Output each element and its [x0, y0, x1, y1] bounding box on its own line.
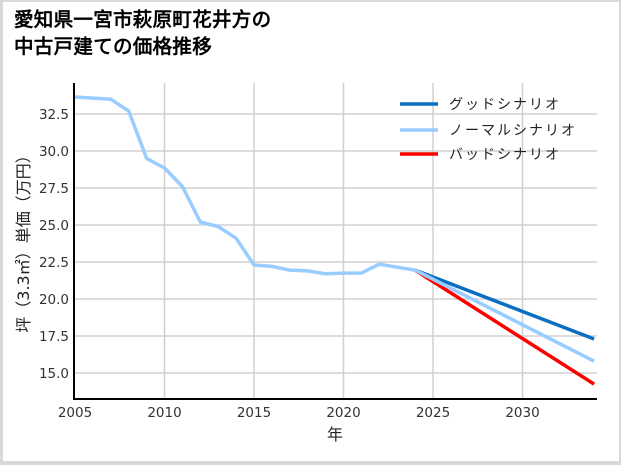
x-axis-label: 年 [327, 425, 343, 444]
gridlines [74, 83, 597, 399]
legend-label-good: グッドシナリオ [449, 97, 561, 113]
x-tick-label: 2025 [416, 405, 450, 421]
chart-frame [3, 2, 619, 461]
x-tick-label: 2015 [237, 405, 271, 421]
y-tick-label: 17.5 [39, 329, 69, 345]
legend-label-normal: ノーマルシナリオ [449, 123, 577, 139]
x-tick-label: 2020 [326, 405, 360, 421]
y-tick-labels: 32.5 30.0 27.5 25.0 22.5 20.0 17.5 15.0 [39, 107, 69, 382]
y-tick-label: 25.0 [39, 218, 69, 234]
y-axis-label: 坪（3.3㎡）単価（万円） [14, 147, 33, 332]
legend: グッドシナリオ ノーマルシナリオ バッドシナリオ [400, 97, 577, 163]
y-tick-label: 32.5 [39, 107, 69, 123]
x-tick-labels: 2005 2010 2015 2020 2025 2030 [58, 405, 540, 421]
y-tick-label: 15.0 [39, 366, 69, 382]
good-scenario-line [414, 268, 595, 341]
x-tick-label: 2010 [147, 405, 181, 421]
legend-label-bad: バッドシナリオ [449, 147, 561, 163]
chart-title-line2: 中古戸建ての価格推移 [14, 35, 213, 58]
y-tick-label: 22.5 [39, 255, 69, 271]
y-tick-label: 27.5 [39, 181, 69, 197]
data-lines [74, 95, 596, 386]
chart-title: 愛知県一宮市萩原町花井方の 中古戸建ての価格推移 [14, 6, 271, 60]
y-tick-label: 30.0 [39, 144, 69, 160]
x-tick-label: 2005 [58, 405, 92, 421]
x-tick-label: 2030 [505, 405, 539, 421]
y-tick-label: 20.0 [39, 292, 69, 308]
bad-scenario-line [414, 268, 596, 386]
chart-title-line1: 愛知県一宮市萩原町花井方の [14, 8, 272, 31]
history-line [74, 95, 416, 276]
normal-scenario-line [414, 268, 595, 363]
